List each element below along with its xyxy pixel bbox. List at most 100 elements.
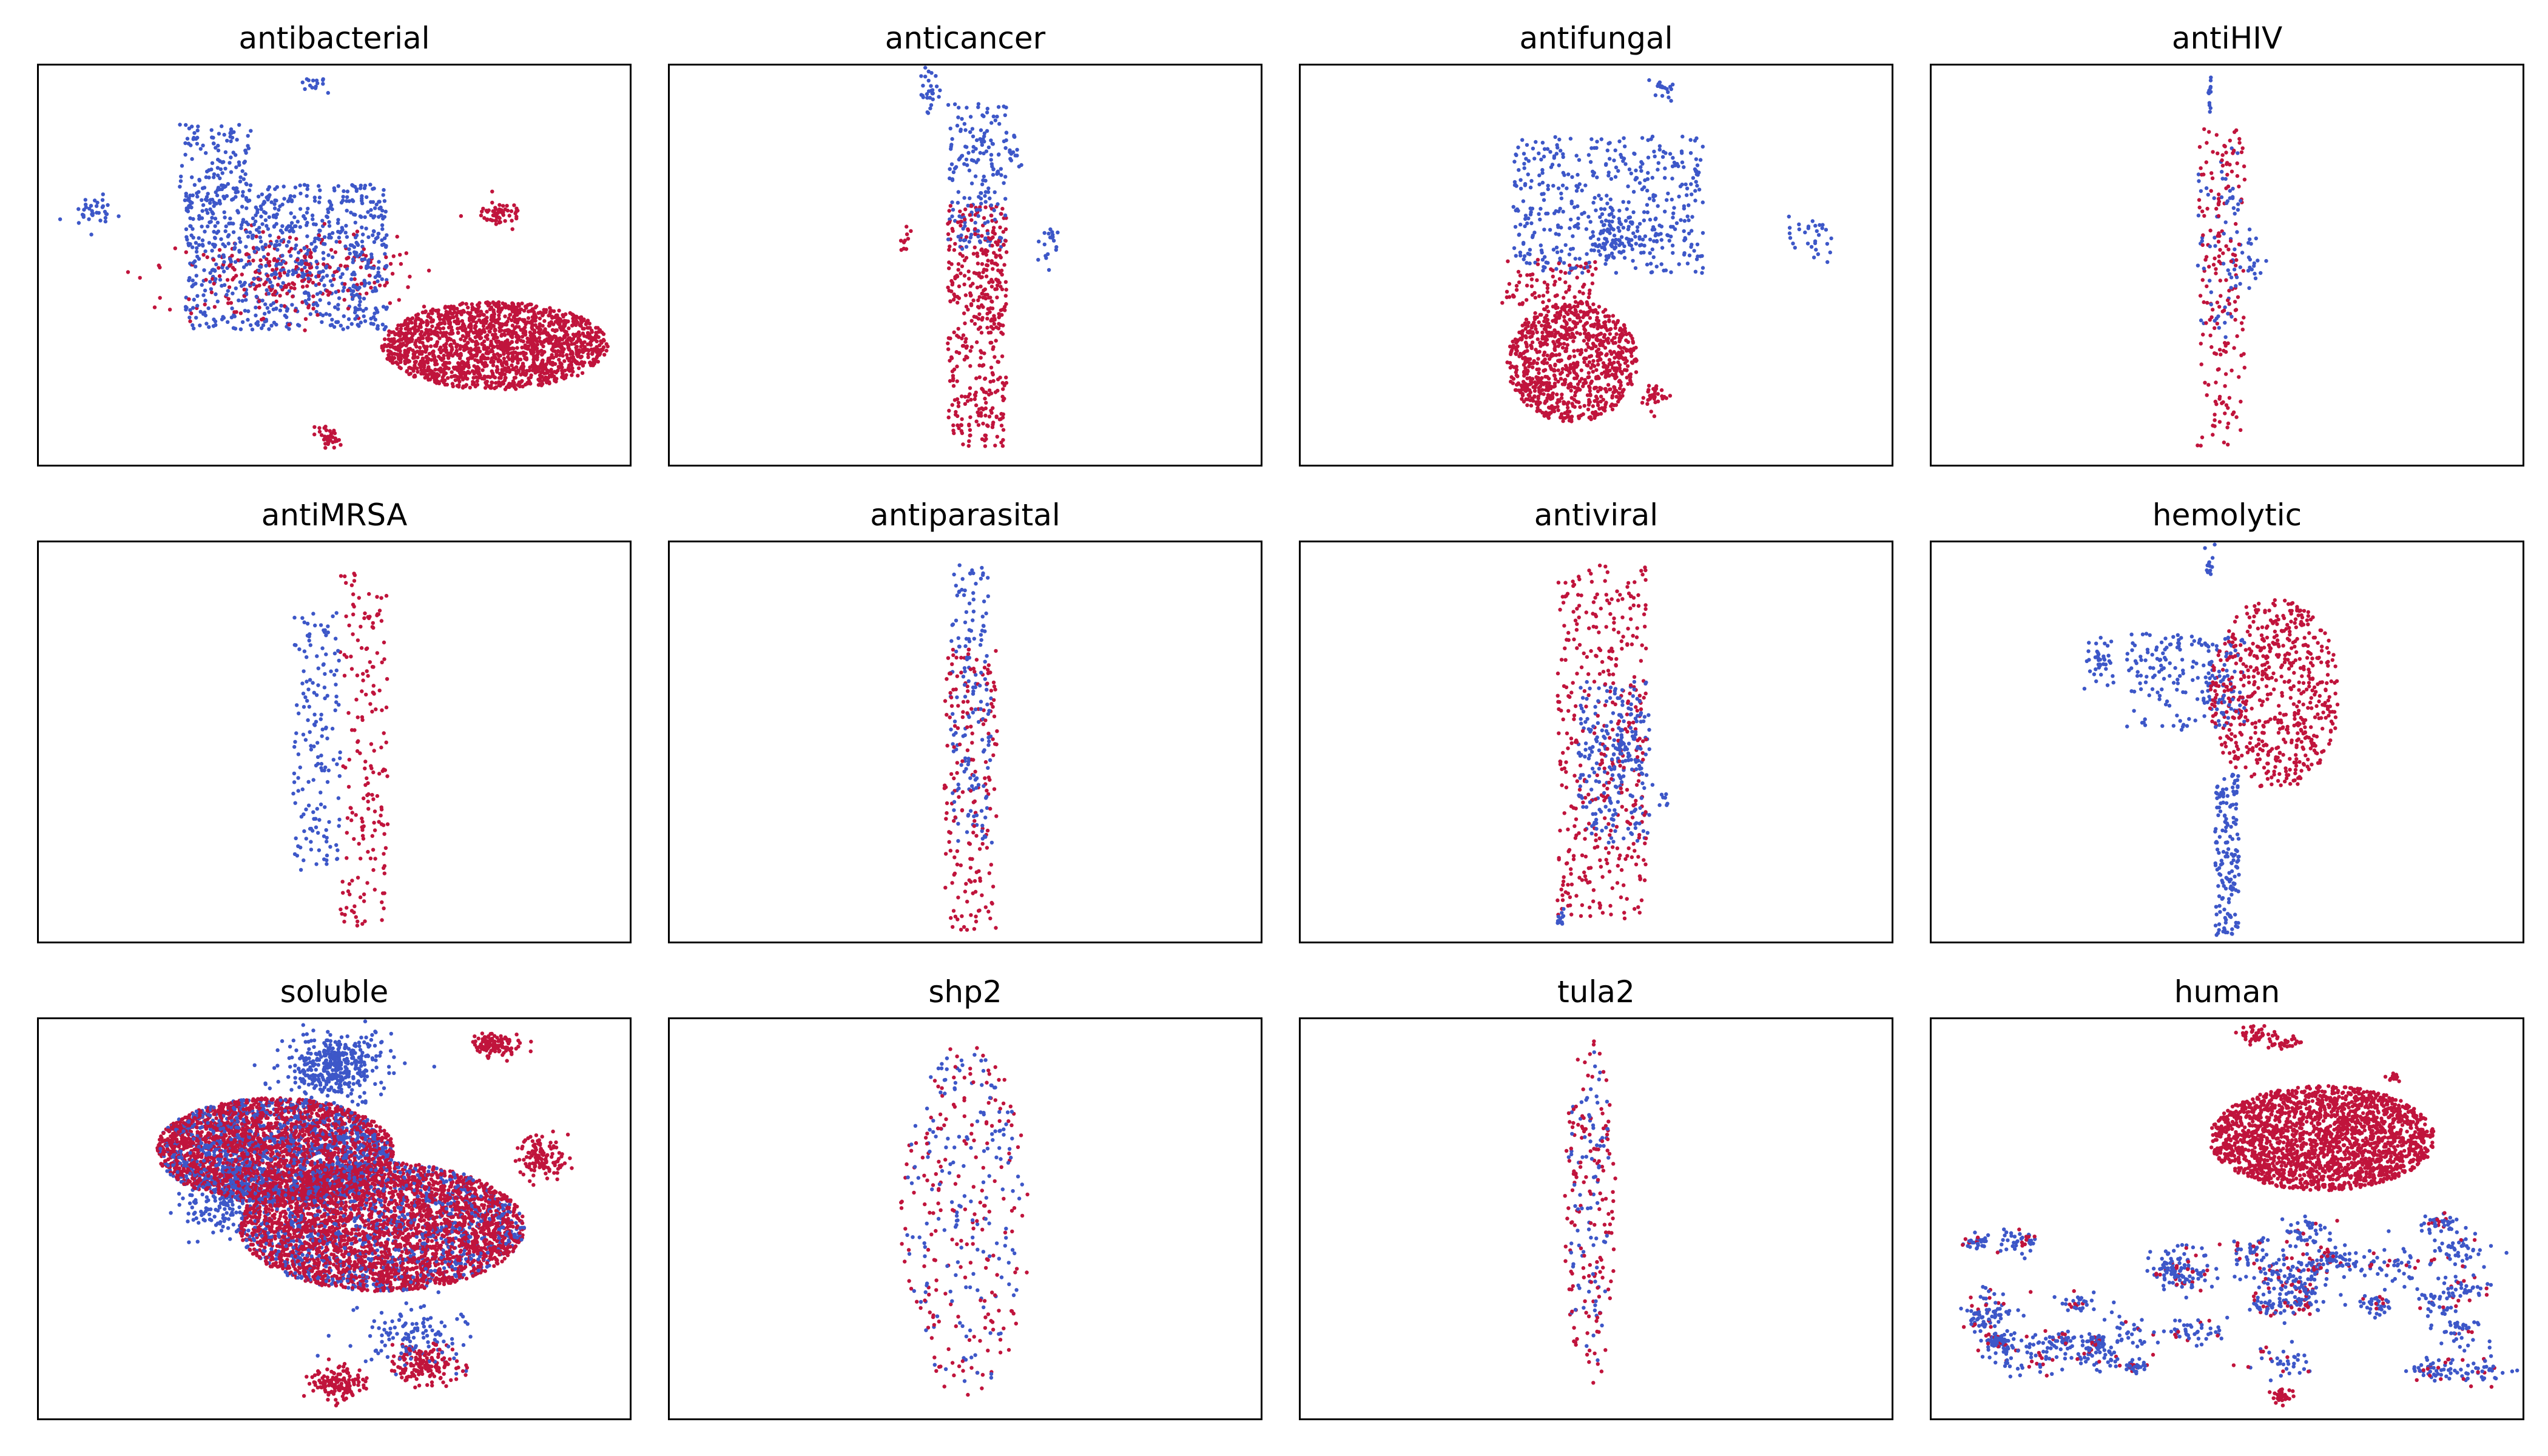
scatter-point-negative: [1554, 245, 1559, 250]
scatter-point-negative: [220, 183, 224, 187]
scatter-point-negative: [980, 143, 985, 147]
scatter-point-negative: [1818, 223, 1822, 228]
scatter-point-negative: [1594, 146, 1599, 150]
scatter-point-negative: [289, 254, 293, 258]
scatter-point-positive: [551, 309, 556, 314]
scatter-point-negative: [314, 309, 318, 314]
scatter-point-positive: [406, 322, 411, 326]
scatter-point-positive: [490, 189, 494, 194]
scatter-point-negative: [353, 235, 358, 240]
scatter-point-negative: [186, 206, 190, 210]
scatter-point-positive: [425, 345, 429, 349]
scatter-point-positive: [1613, 356, 1617, 360]
scatter-point-negative: [184, 235, 189, 239]
scatter-point-positive: [1582, 360, 1586, 364]
scatter-point-positive: [988, 340, 993, 345]
scatter-point-positive: [266, 252, 271, 257]
scatter-point-positive: [459, 312, 463, 317]
scatter-point-positive: [1566, 405, 1570, 410]
scatter-point-negative: [979, 128, 983, 132]
scatter-point-positive: [568, 311, 572, 315]
scatter-point-positive: [442, 322, 447, 326]
scatter-point-positive: [1535, 262, 1540, 266]
scatter-point-negative: [957, 157, 961, 162]
scatter-point-positive: [413, 373, 417, 378]
scatter-point-positive: [394, 360, 399, 365]
scatter-point-negative: [201, 203, 206, 207]
scatter-point-positive: [303, 255, 307, 260]
scatter-point-positive: [959, 423, 964, 428]
scatter-point-negative: [1825, 260, 1830, 265]
scatter-point-positive: [964, 235, 969, 239]
scatter-point-positive: [562, 334, 567, 338]
scatter-point-positive: [951, 383, 956, 388]
scatter-point-positive: [538, 331, 542, 335]
scatter-point-negative: [252, 282, 256, 287]
scatter-point-negative: [250, 236, 255, 240]
scatter-point-negative: [364, 226, 368, 231]
scatter-point-negative: [928, 96, 932, 100]
scatter-point-positive: [532, 328, 537, 333]
scatter-point-negative: [1677, 262, 1681, 266]
scatter-point-negative: [1603, 237, 1607, 241]
scatter-point-negative: [221, 269, 226, 274]
scatter-point-negative: [982, 134, 986, 138]
scatter-point-positive: [1610, 407, 1615, 412]
scatter-point-negative: [1649, 261, 1653, 266]
scatter-point-positive: [541, 369, 545, 373]
scatter-point-negative: [267, 310, 271, 314]
scatter-point-positive: [1596, 403, 1600, 408]
scatter-point-negative: [969, 181, 974, 186]
scatter-point-negative: [1046, 268, 1051, 272]
scatter-point-positive: [441, 348, 445, 352]
scatter-point-positive: [492, 335, 496, 340]
scatter-point-positive: [991, 229, 996, 233]
scatter-point-negative: [194, 265, 198, 269]
scatter-point-negative: [254, 313, 258, 318]
scatter-point-positive: [265, 257, 269, 261]
scatter-point-negative: [306, 248, 311, 252]
scatter-point-positive: [326, 435, 330, 439]
scatter-point-positive: [510, 318, 514, 322]
scatter-point-positive: [480, 320, 485, 325]
scatter-point-negative: [213, 224, 217, 228]
scatter-point-negative: [184, 123, 188, 127]
scatter-point-positive: [447, 360, 451, 365]
scatter-point-negative: [1019, 163, 1023, 167]
scatter-point-positive: [352, 277, 357, 281]
scatter-point-positive: [232, 268, 237, 272]
scatter-point-negative: [210, 215, 214, 220]
scatter-point-positive: [999, 308, 1003, 312]
scatter-point-positive: [585, 334, 589, 339]
scatter-point-positive: [1585, 393, 1590, 397]
scatter-point-positive: [520, 302, 524, 306]
scatter-point-negative: [983, 178, 988, 183]
scatter-point-positive: [1582, 356, 1587, 360]
scatter-point-positive: [505, 319, 510, 324]
scatter-point-positive: [422, 360, 426, 364]
scatter-point-negative: [89, 204, 93, 208]
scatter-point-negative: [923, 75, 928, 79]
scatter-point-negative: [1525, 261, 1529, 265]
scatter-point-negative: [1559, 225, 1563, 230]
scatter-point-negative: [212, 229, 216, 234]
scatter-point-negative: [274, 263, 278, 268]
scatter-point-negative: [233, 241, 237, 246]
scatter-point-negative: [1012, 133, 1016, 138]
scatter-point-positive: [470, 369, 475, 373]
scatter-point-negative: [267, 185, 272, 189]
scatter-point-positive: [497, 220, 502, 224]
scatter-point-positive: [553, 341, 558, 345]
scatter-point-positive: [271, 268, 275, 272]
scatter-point-positive: [1542, 319, 1546, 323]
scatter-point-negative: [1537, 151, 1541, 155]
scatter-point-negative: [247, 198, 252, 203]
scatter-point-positive: [497, 310, 502, 314]
scatter-point-positive: [308, 254, 312, 259]
scatter-point-negative: [267, 215, 271, 220]
scatter-point-positive: [977, 312, 982, 317]
scatter-point-positive: [1560, 370, 1564, 374]
scatter-point-negative: [1685, 261, 1690, 266]
scatter-point-positive: [991, 267, 995, 271]
scatter-point-negative: [200, 283, 204, 287]
